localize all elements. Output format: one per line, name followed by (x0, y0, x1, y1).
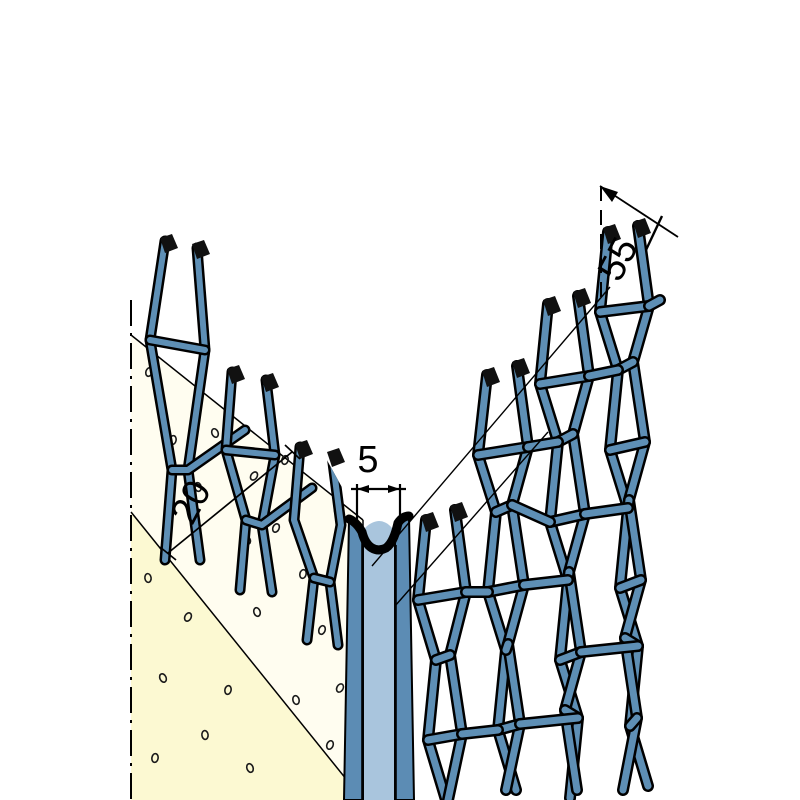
dim20-line (167, 451, 293, 554)
lath-strand-group (412, 220, 666, 800)
bead-body-fill (362, 521, 396, 800)
lath-strand-tips (421, 218, 651, 532)
bead-body-outline (361, 540, 397, 800)
dim20-tick-end (284, 444, 301, 460)
dim5-arrow-right (388, 485, 400, 493)
dim55-tick-end (644, 215, 664, 251)
section-guide-lines (371, 286, 611, 607)
expanded-metal-lath-right-wing (412, 218, 666, 800)
expanded-metal-lath-left-wing (144, 234, 347, 651)
dim55-arrow-start (600, 186, 618, 202)
dimension-5: 5 (351, 439, 406, 529)
lath-bond-bridges (412, 294, 666, 746)
bead-right-flange (394, 514, 416, 800)
dim20-tick-start (159, 546, 177, 561)
dim5-arrow-left (357, 485, 369, 493)
dim5-label: 5 (357, 439, 378, 481)
